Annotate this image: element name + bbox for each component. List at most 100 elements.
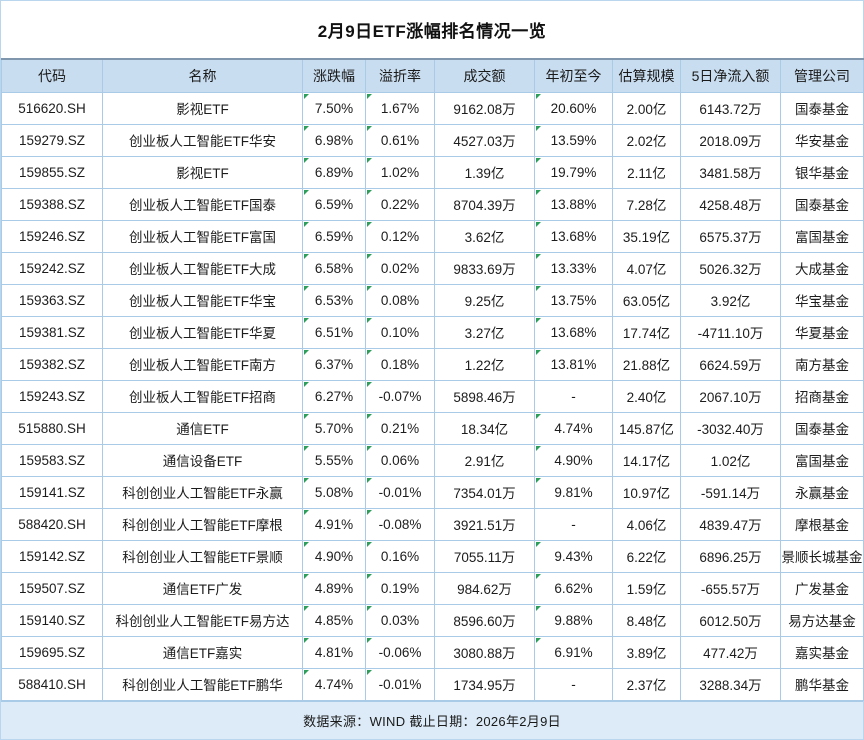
cell-value: 创业板人工智能ETF招商: [129, 390, 276, 405]
cell-code: 159381.SZ: [1, 315, 103, 349]
cell-inflow: 477.42万: [680, 635, 781, 669]
green-corner-marker-icon: [304, 285, 309, 291]
cell-ytd: 4.74%: [534, 411, 613, 445]
cell-scale: 1.59亿: [612, 571, 681, 605]
cell-ytd: 20.60%: [534, 91, 613, 125]
cell-value: 159140.SZ: [18, 612, 86, 628]
cell-scale: 145.87亿: [612, 411, 681, 445]
cell-turnover: 3.62亿: [434, 219, 535, 253]
green-corner-marker-icon: [304, 381, 309, 387]
green-corner-marker-icon: [367, 317, 372, 323]
cell-value: 通信ETF嘉实: [162, 646, 243, 661]
cell-company: 南方基金: [780, 347, 864, 381]
cell-ytd: 4.90%: [534, 443, 613, 477]
cell-value: 13.75%: [550, 292, 597, 308]
cell-ytd: 6.91%: [534, 635, 613, 669]
cell-code: 588420.SH: [1, 507, 103, 541]
cell-value: 6.59%: [314, 196, 354, 212]
cell-turnover: 9833.69万: [434, 251, 535, 285]
cell-value: 创业板人工智能ETF华宝: [129, 294, 276, 309]
cell-value: 8.48亿: [626, 614, 667, 629]
cell-scale: 35.19亿: [612, 219, 681, 253]
cell-name: 通信ETF: [102, 411, 303, 445]
cell-value: 6575.37万: [699, 230, 762, 245]
cell-value: -655.57万: [700, 582, 761, 597]
cell-code: 159141.SZ: [1, 475, 103, 509]
cell-premium: 0.61%: [365, 123, 435, 157]
cell-value: 5026.32万: [699, 262, 762, 277]
cell-premium: 0.08%: [365, 283, 435, 317]
cell-scale: 63.05亿: [612, 283, 681, 317]
cell-value: 国泰基金: [795, 102, 849, 117]
cell-value: -0.07%: [378, 388, 422, 404]
cell-turnover: 18.34亿: [434, 411, 535, 445]
cell-premium: 1.67%: [365, 91, 435, 125]
table-row: 588420.SH 科创创业人工智能ETF摩根 4.91% -0.08% 3921.51…: [1, 507, 864, 541]
cell-value: 3.27亿: [464, 326, 505, 341]
cell-value: 3288.34万: [699, 678, 762, 693]
cell-inflow: 6012.50万: [680, 603, 781, 637]
cell-inflow: -591.14万: [680, 475, 781, 509]
cell-inflow: 5026.32万: [680, 251, 781, 285]
cell-value: 145.87亿: [619, 422, 674, 437]
cell-company: 华夏基金: [780, 315, 864, 349]
cell-change: 4.74%: [302, 667, 366, 701]
cell-value: 鹏华基金: [795, 678, 849, 693]
green-corner-marker-icon: [304, 637, 309, 643]
cell-value: 159695.SZ: [18, 644, 86, 660]
cell-premium: 0.02%: [365, 251, 435, 285]
cell-scale: 2.02亿: [612, 123, 681, 157]
cell-ytd: 13.59%: [534, 123, 613, 157]
cell-value: 0.61%: [380, 132, 420, 148]
cell-change: 7.50%: [302, 91, 366, 125]
cell-scale: 4.06亿: [612, 507, 681, 541]
cell-value: 2.37亿: [626, 678, 667, 693]
cell-value: 13.81%: [550, 356, 597, 372]
cell-value: 4839.47万: [699, 518, 762, 533]
cell-value: 通信ETF广发: [162, 582, 243, 597]
cell-value: 35.19亿: [622, 230, 671, 245]
cell-value: 0.12%: [380, 228, 420, 244]
cell-value: 6.58%: [314, 260, 354, 276]
cell-value: 159246.SZ: [18, 228, 86, 244]
cell-value: 摩根基金: [795, 518, 849, 533]
cell-value: 华安基金: [795, 134, 849, 149]
cell-code: 159363.SZ: [1, 283, 103, 317]
cell-value: 创业板人工智能ETF南方: [129, 358, 276, 373]
cell-value: 2.91亿: [464, 454, 505, 469]
cell-inflow: -3032.40万: [680, 411, 781, 445]
cell-scale: 21.88亿: [612, 347, 681, 381]
column-header-change: 涨跌幅: [302, 58, 366, 93]
cell-change: 6.58%: [302, 251, 366, 285]
cell-code: 588410.SH: [1, 667, 103, 701]
cell-premium: 0.03%: [365, 603, 435, 637]
cell-value: 6.98%: [314, 132, 354, 148]
cell-value: 63.05亿: [622, 294, 671, 309]
cell-value: 创业板人工智能ETF华安: [129, 134, 276, 149]
cell-company: 鹏华基金: [780, 667, 864, 701]
table-row: 159507.SZ 通信ETF广发 4.89% 0.19% 984.62万 6.62% 1.…: [1, 571, 864, 605]
green-corner-marker-icon: [304, 93, 309, 99]
cell-value: 6896.25万: [699, 550, 762, 565]
cell-value: 通信ETF: [176, 422, 229, 437]
green-corner-marker-icon: [536, 189, 541, 195]
green-corner-marker-icon: [304, 573, 309, 579]
cell-value: 科创创业人工智能ETF景顺: [122, 550, 283, 565]
cell-value: 159142.SZ: [18, 548, 86, 564]
cell-company: 大成基金: [780, 251, 864, 285]
column-header-turnover: 成交额: [434, 58, 535, 93]
cell-value: -: [571, 676, 576, 692]
cell-value: 创业板人工智能ETF华夏: [129, 326, 276, 341]
cell-value: 创业板人工智能ETF国泰: [129, 198, 276, 213]
cell-code: 159243.SZ: [1, 379, 103, 413]
cell-value: 0.18%: [380, 356, 420, 372]
cell-value: 984.62万: [457, 582, 512, 597]
green-corner-marker-icon: [367, 477, 372, 483]
cell-inflow: 6896.25万: [680, 539, 781, 573]
cell-company: 富国基金: [780, 443, 864, 477]
cell-value: 招商基金: [795, 390, 849, 405]
cell-turnover: 1.39亿: [434, 155, 535, 189]
table-row: 159388.SZ 创业板人工智能ETF国泰 6.59% 0.22% 8704.39万 1…: [1, 187, 864, 221]
cell-code: 159279.SZ: [1, 123, 103, 157]
cell-value: 8596.60万: [453, 614, 516, 629]
